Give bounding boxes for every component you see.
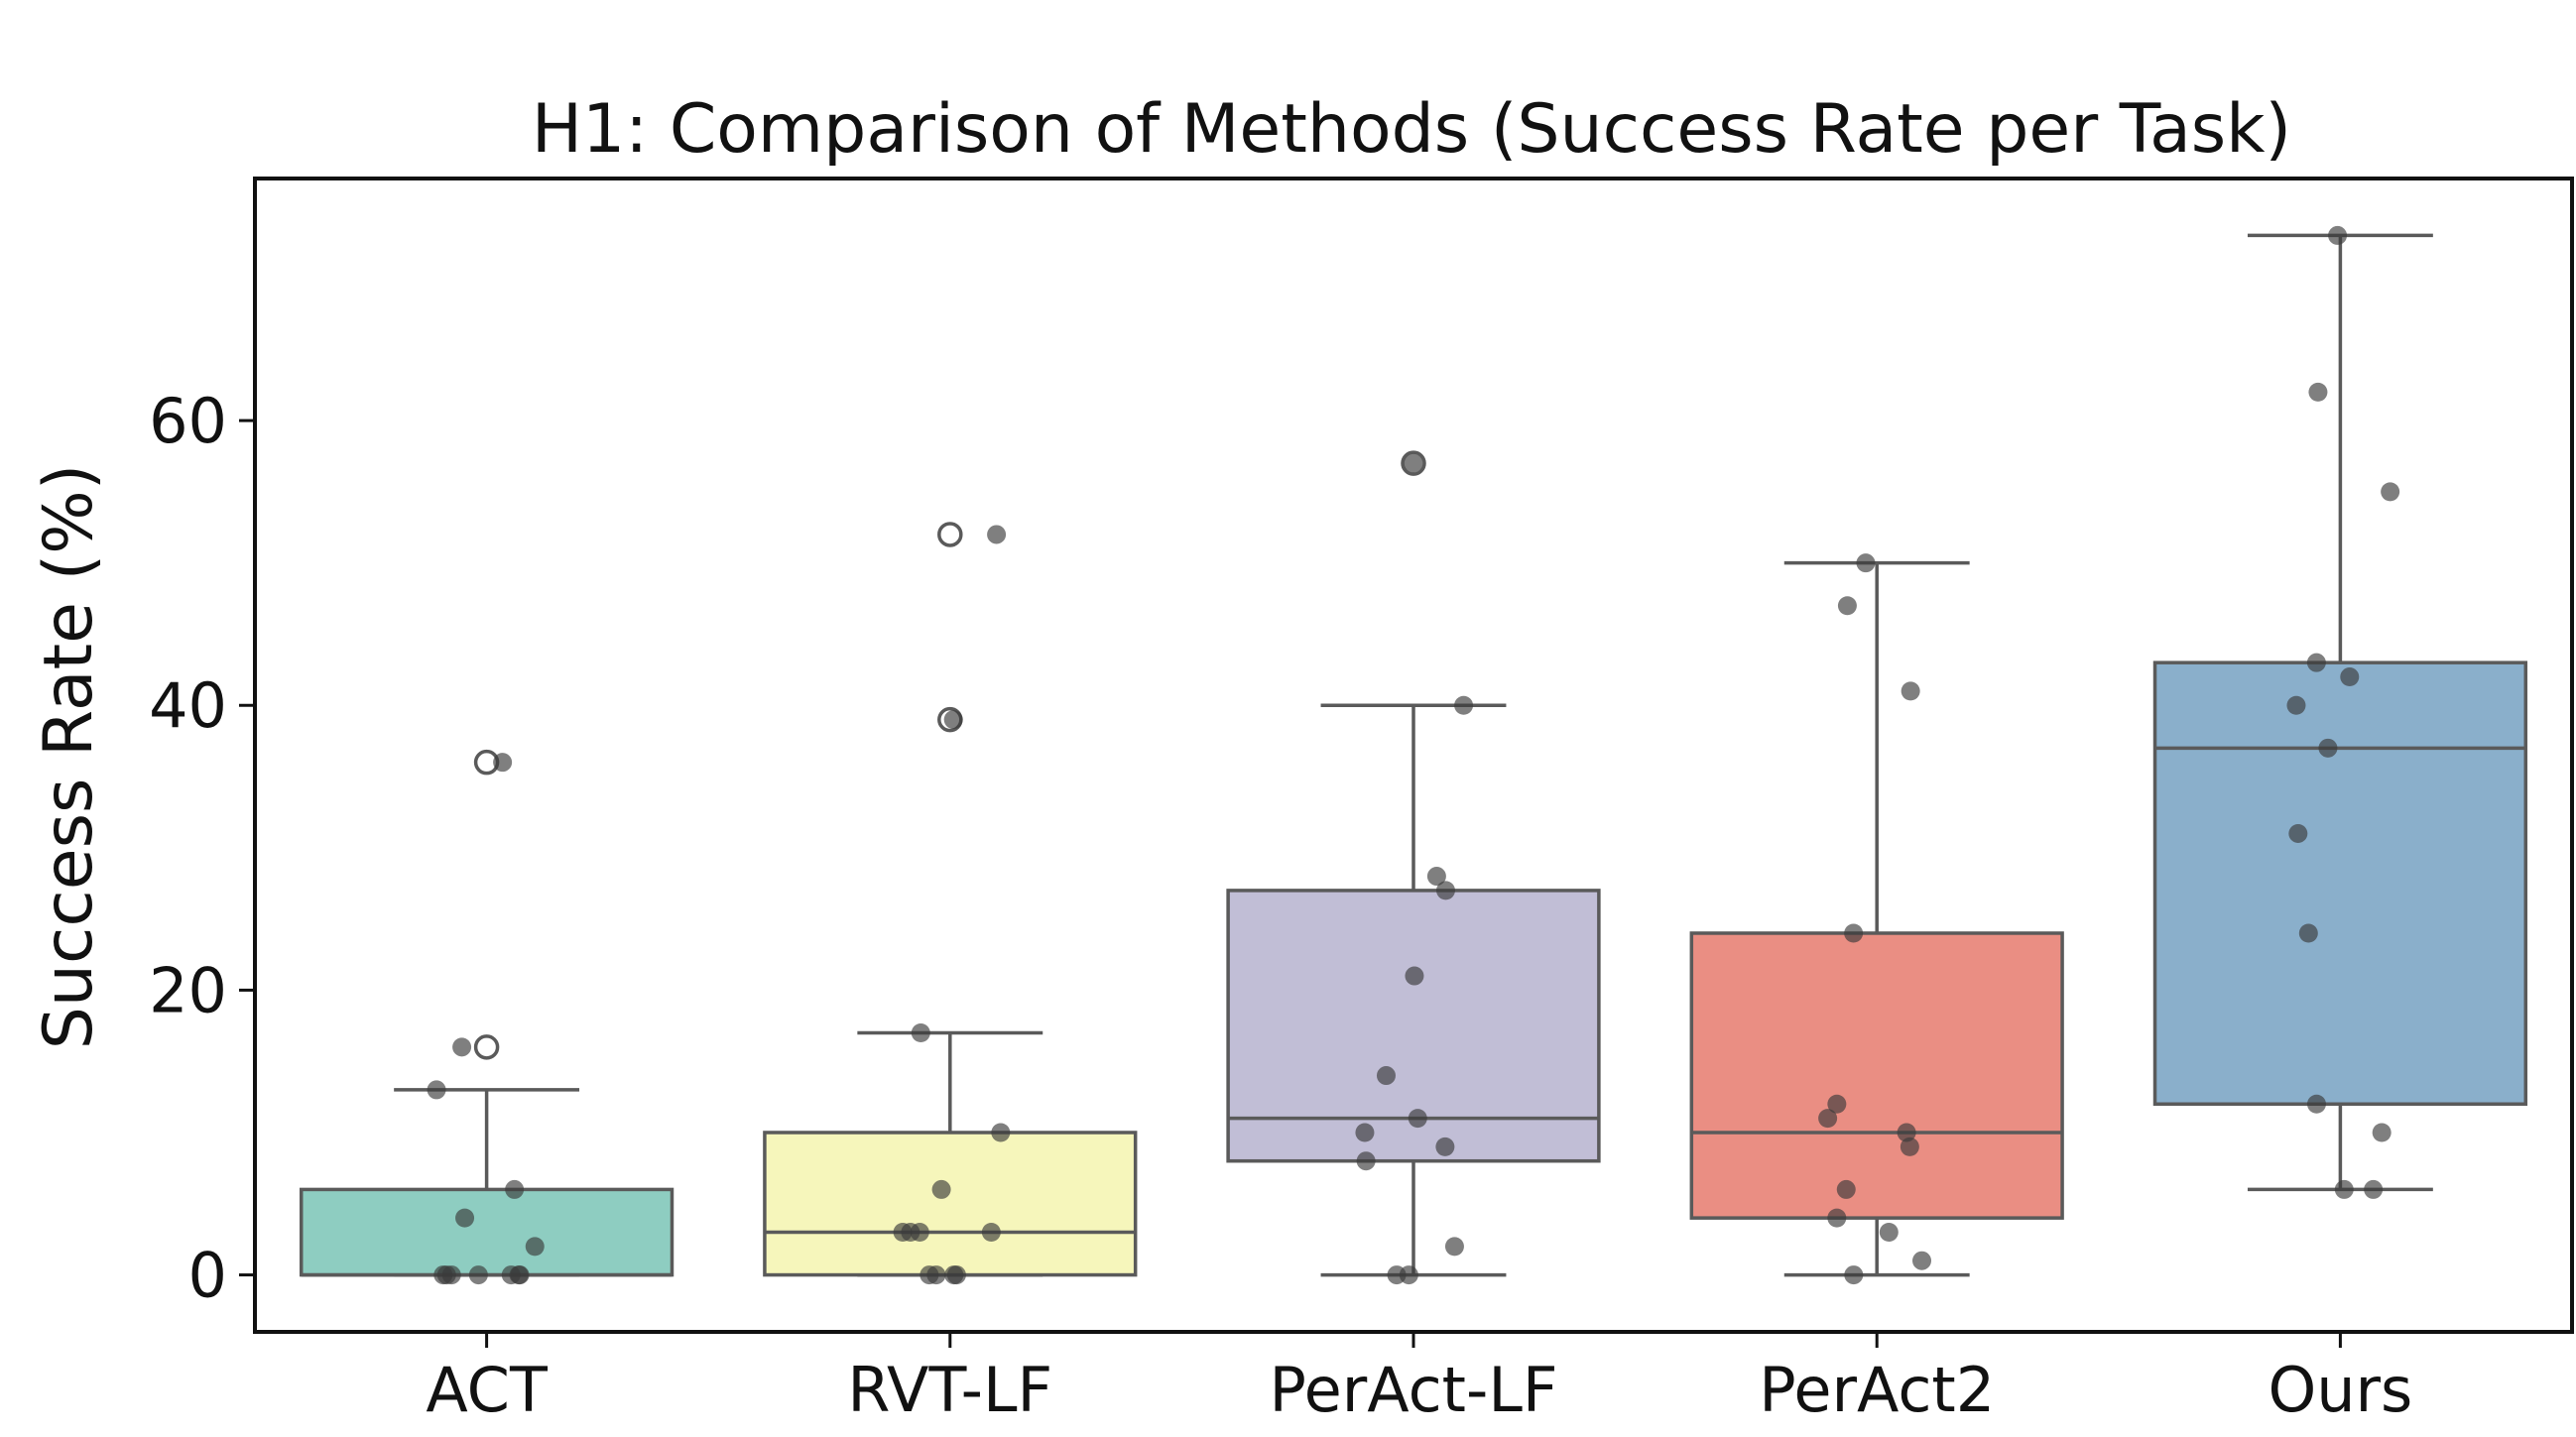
rvt-lf-data-point [911,1022,930,1042]
peract-lf-data-point [1435,881,1455,900]
peract-lf-data-point [1405,966,1424,986]
act-data-point [436,1265,456,1285]
ours-data-point [2381,482,2400,502]
rvt-lf-data-point [944,1265,964,1285]
ours-data-point [2308,382,2328,402]
y-tick-label: 40 [149,669,227,742]
ours-data-point [2306,653,2326,672]
ours-box [2152,660,2528,1107]
chart-title: H1: Comparison of Methods (Success Rate … [532,90,2291,169]
x-tick-label: ACT [426,1354,549,1426]
peract2-data-point [1897,1123,1916,1142]
peract2-data-point [1844,923,1864,943]
peract2-data-point [1837,596,1857,616]
peract2-data-point [1818,1109,1838,1129]
peract2-data-point [1827,1094,1847,1114]
act-data-point [509,1265,529,1285]
y-tick-label: 0 [188,1240,227,1312]
act-box [299,1187,675,1277]
rvt-lf-data-point [991,1123,1011,1142]
y-tick-label: 20 [149,954,227,1026]
ours-data-point [2318,738,2338,758]
act-data-point [493,753,513,773]
x-tick-label: Ours [2268,1354,2412,1426]
peract2-data-point [1879,1222,1899,1242]
peract2-data-point [1912,1251,1932,1270]
peract-lf-data-point [1408,1109,1427,1129]
rvt-lf-data-point [893,1222,913,1242]
act-outlier [473,1034,500,1060]
peract2-data-point [1900,1137,1919,1156]
peract-lf-data-point [1376,1066,1396,1086]
peract-lf-data-point [1454,695,1474,715]
rvt-lf-data-point [920,1265,939,1285]
rvt-lf-data-point [931,1179,951,1199]
act-data-point [468,1265,488,1285]
ours-data-point [2372,1123,2392,1142]
peract2-data-point [1827,1208,1847,1228]
peract-lf-data-point [1387,1265,1407,1285]
ours-data-point [2288,823,2308,843]
rvt-lf-data-point [981,1222,1001,1242]
act-data-point [505,1179,525,1199]
peract-lf-data-point [1426,867,1446,887]
peract2-data-point [1844,1265,1864,1285]
peract2-box [1689,931,2064,1220]
axes-frame [253,177,2574,1334]
peract2-data-point [1856,553,1876,573]
plot-area: 0 20 40 60 ACT RVT-LF PerAct-LF PerAct2 Ours [149,225,2528,1426]
x-tick-label: PerAct-LF [1269,1354,1557,1426]
rvt-lf-data-point [943,710,963,730]
act-data-point [452,1037,472,1057]
ours-data-point [2286,695,2306,715]
ours-data-point [2340,667,2360,687]
ours-data-point [2306,1094,2326,1114]
peract-lf-data-point [1355,1123,1375,1142]
peract2-data-point [1836,1179,1856,1199]
y-tick-label: 60 [149,385,227,457]
peract-lf-outlier [1401,450,1426,476]
peract-lf-data-point [1404,453,1423,473]
ours-data-point [2298,923,2318,943]
ours-data-point [2334,1179,2354,1199]
x-tick-label: PerAct2 [1759,1354,1995,1426]
act-data-point [525,1237,545,1257]
peract-lf-data-point [1356,1151,1376,1171]
peract-lf-data-point [1435,1137,1455,1156]
rvt-lf-outlier [937,522,963,547]
ours-data-point [2328,225,2348,245]
ours-data-point [2364,1179,2384,1199]
rvt-lf-box [763,1131,1138,1277]
act-data-point [427,1080,446,1100]
rvt-lf-data-point [910,1222,929,1242]
rvt-lf-data-point [987,525,1007,544]
y-axis-label: Success Rate (%) [30,464,108,1050]
peract2-data-point [1901,681,1920,701]
act-data-point [455,1208,475,1228]
peract-lf-data-point [1444,1237,1464,1257]
x-tick-label: RVT-LF [847,1354,1052,1426]
